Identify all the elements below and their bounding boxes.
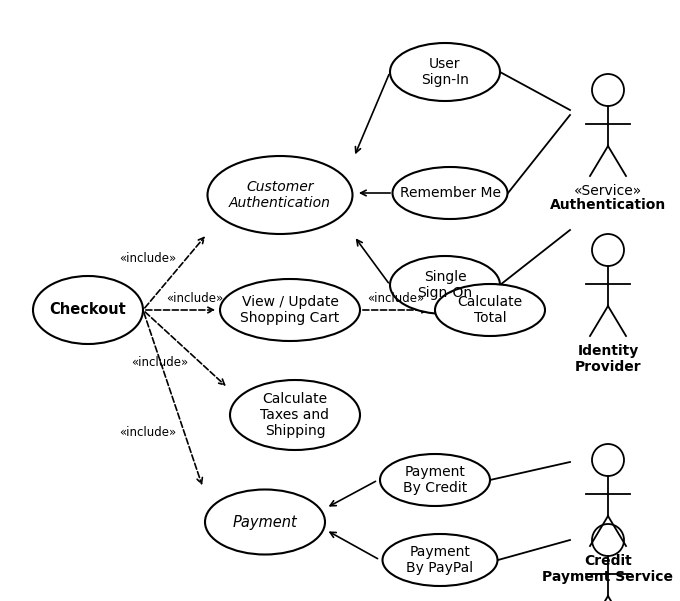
Text: «include»: «include» <box>167 291 224 305</box>
Text: Identity
Provider: Identity Provider <box>575 344 641 374</box>
Text: «include»: «include» <box>131 356 188 370</box>
Text: Payment: Payment <box>233 514 297 529</box>
Text: Credit
Payment Service: Credit Payment Service <box>543 554 673 584</box>
Ellipse shape <box>33 276 143 344</box>
Text: User
Sign-In: User Sign-In <box>421 57 469 87</box>
Text: View / Update
Shopping Cart: View / Update Shopping Cart <box>240 295 339 325</box>
Ellipse shape <box>230 380 360 450</box>
Text: «include»: «include» <box>367 291 424 305</box>
Text: Customer
Authentication: Customer Authentication <box>229 180 331 210</box>
Text: «include»: «include» <box>120 251 177 264</box>
Text: Remember Me: Remember Me <box>400 186 500 200</box>
Ellipse shape <box>382 534 498 586</box>
Text: «include»: «include» <box>120 426 177 439</box>
Ellipse shape <box>435 284 545 336</box>
Text: Calculate
Total: Calculate Total <box>458 295 522 325</box>
Ellipse shape <box>220 279 360 341</box>
Text: Single
Sign-On: Single Sign-On <box>418 270 473 300</box>
Ellipse shape <box>390 256 500 314</box>
Ellipse shape <box>207 156 352 234</box>
Text: Authentication: Authentication <box>550 198 666 212</box>
Ellipse shape <box>390 43 500 101</box>
Text: Checkout: Checkout <box>50 302 126 317</box>
Ellipse shape <box>380 454 490 506</box>
Ellipse shape <box>205 489 325 555</box>
Text: Payment
By PayPal: Payment By PayPal <box>407 545 473 575</box>
Text: «Service»: «Service» <box>574 184 642 198</box>
Text: Calculate
Taxes and
Shipping: Calculate Taxes and Shipping <box>260 392 330 438</box>
Ellipse shape <box>392 167 507 219</box>
Text: Payment
By Credit: Payment By Credit <box>403 465 467 495</box>
